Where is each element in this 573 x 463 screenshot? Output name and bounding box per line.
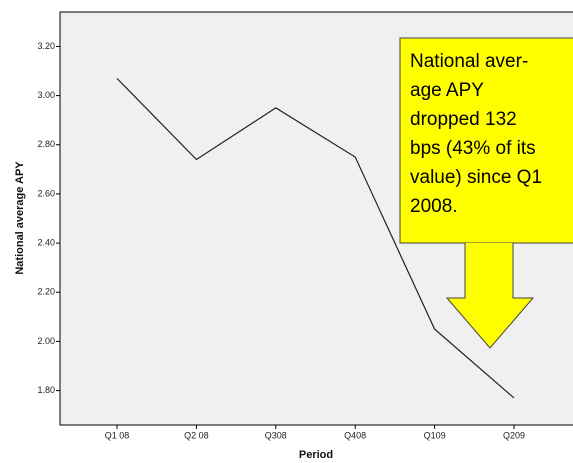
annotation-line: 2008. [410, 196, 458, 217]
line [116, 77, 515, 399]
y-axis-label: National average APY [14, 161, 26, 275]
x-axis-label: Period [299, 449, 333, 461]
y-tick-label: 2.40 [37, 237, 55, 247]
x-tick-label: Q308 [265, 430, 287, 440]
annotation-line: value) since Q1 [410, 167, 542, 188]
y-tick-label: 2.80 [37, 139, 55, 149]
x-tick-label: Q209 [503, 430, 525, 440]
x-tick-label: Q109 [424, 430, 446, 440]
annotation-line: National aver- [410, 51, 528, 72]
annotation-arrow [445, 243, 535, 349]
y-tick-label: 3.20 [37, 41, 55, 51]
y-tick-label: 2.20 [37, 287, 55, 297]
annotation-line: dropped 132 [410, 109, 517, 130]
y-tick-label: 1.80 [37, 385, 55, 395]
x-tick-label: Q1 08 [105, 430, 130, 440]
y-tick-label: 2.60 [37, 188, 55, 198]
y-tick-label: 2.00 [37, 336, 55, 346]
x-tick-label: Q408 [344, 430, 366, 440]
annotation-line: bps (43% of its [410, 138, 536, 159]
annotation-line: age APY [410, 80, 484, 101]
y-tick-label: 3.00 [37, 90, 55, 100]
x-tick-label: Q2 08 [184, 430, 209, 440]
